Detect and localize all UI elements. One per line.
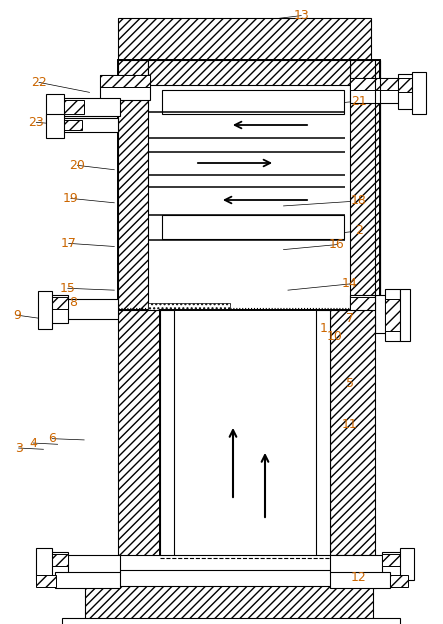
Text: 14: 14: [342, 278, 358, 290]
Bar: [350, 78, 400, 90]
Bar: [148, 303, 230, 313]
Bar: [350, 60, 380, 310]
Bar: [330, 310, 375, 570]
Bar: [118, 60, 148, 310]
Text: 20: 20: [70, 159, 85, 172]
Bar: [65, 299, 118, 319]
Text: 18: 18: [351, 195, 367, 207]
Bar: [38, 291, 52, 329]
Text: 2: 2: [355, 225, 363, 237]
Bar: [382, 552, 402, 576]
Bar: [85, 586, 373, 621]
Bar: [100, 75, 150, 100]
Text: 11: 11: [342, 418, 358, 431]
Bar: [62, 100, 84, 114]
Bar: [400, 548, 414, 580]
Text: 21: 21: [351, 95, 367, 107]
Text: 23: 23: [28, 116, 44, 129]
Text: 1: 1: [319, 323, 327, 335]
Bar: [330, 572, 390, 588]
Text: 3: 3: [15, 442, 23, 454]
Bar: [400, 289, 410, 341]
Text: 10: 10: [326, 331, 342, 343]
Bar: [350, 295, 375, 333]
Text: 4: 4: [29, 437, 37, 449]
Bar: [118, 555, 376, 573]
Bar: [118, 60, 380, 310]
Bar: [375, 295, 387, 333]
Text: 17: 17: [61, 237, 77, 250]
Text: 12: 12: [351, 571, 367, 583]
Bar: [390, 575, 408, 587]
Bar: [382, 554, 402, 566]
Bar: [350, 78, 400, 103]
Bar: [162, 215, 344, 239]
Bar: [118, 18, 371, 60]
Bar: [160, 310, 174, 558]
Bar: [398, 78, 414, 92]
Bar: [118, 570, 376, 588]
Bar: [350, 297, 375, 312]
Bar: [36, 548, 52, 580]
Bar: [162, 90, 344, 114]
Text: 16: 16: [329, 238, 345, 251]
Bar: [62, 98, 120, 116]
Bar: [316, 310, 330, 558]
Bar: [330, 555, 385, 573]
Bar: [385, 289, 400, 341]
Text: 22: 22: [31, 76, 47, 89]
Bar: [62, 120, 82, 130]
Text: 13: 13: [293, 9, 309, 22]
Bar: [46, 94, 64, 122]
Bar: [55, 572, 120, 588]
Bar: [398, 74, 414, 109]
Bar: [50, 554, 68, 566]
Text: 15: 15: [60, 282, 76, 295]
Text: 5: 5: [346, 378, 354, 390]
Bar: [148, 60, 350, 85]
Bar: [50, 552, 68, 576]
Bar: [50, 297, 68, 309]
Bar: [46, 114, 64, 138]
Text: 6: 6: [48, 432, 56, 445]
Bar: [385, 299, 400, 331]
Bar: [62, 618, 400, 624]
Bar: [118, 310, 160, 570]
Bar: [65, 555, 120, 573]
Bar: [62, 118, 118, 132]
Text: 8: 8: [69, 296, 77, 309]
Bar: [100, 75, 150, 87]
Bar: [412, 72, 426, 114]
Text: 7: 7: [346, 312, 354, 324]
Bar: [50, 295, 68, 323]
Text: 9: 9: [13, 309, 21, 321]
Text: 19: 19: [63, 192, 79, 205]
Bar: [36, 575, 56, 587]
Bar: [160, 310, 330, 558]
